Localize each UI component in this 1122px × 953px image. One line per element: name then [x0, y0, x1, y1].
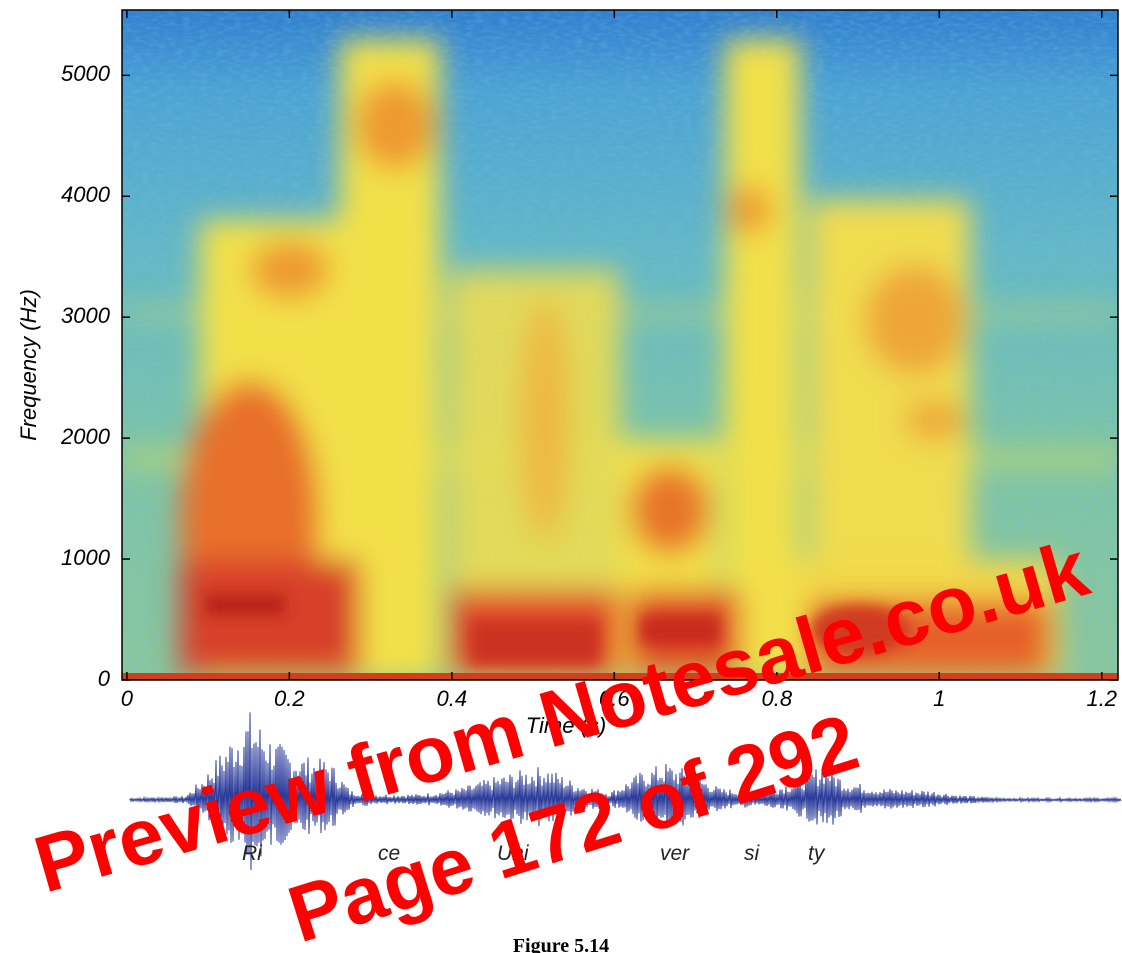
x-tick-label: 0.2 — [274, 686, 305, 711]
x-tick-label: 1.2 — [1086, 686, 1117, 711]
x-tick-label: 1 — [933, 686, 945, 711]
y-tick-label: 0 — [98, 666, 111, 691]
y-tick-label: 1000 — [61, 545, 111, 570]
y-tick-label: 3000 — [61, 303, 111, 328]
caption: Figure 5.14 — [513, 935, 609, 953]
x-tick-label: 0 — [121, 686, 134, 711]
syllable: si — [744, 842, 761, 865]
y-tick-label: 5000 — [61, 61, 111, 86]
y-tick-label: 4000 — [61, 182, 111, 207]
y-tick-label: 2000 — [60, 424, 111, 449]
figure: 00.20.40.60.811.2010002000300040005000 T… — [0, 0, 1122, 953]
syllable: ty — [808, 842, 826, 865]
y-axis-label: Frequency (Hz) — [16, 289, 41, 441]
